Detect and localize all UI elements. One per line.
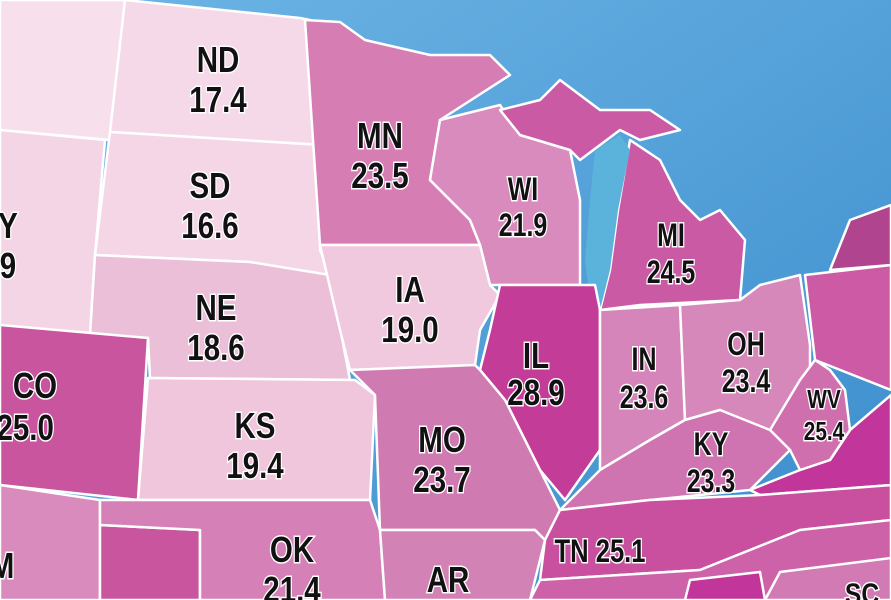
label-wi-value: 21.9	[499, 208, 548, 244]
label-mn-abbr: MN	[357, 115, 403, 155]
label-nd-abbr: ND	[197, 39, 240, 79]
label-mn-value: 23.5	[351, 155, 408, 195]
label-ok-value: 21.4	[263, 569, 321, 600]
label-in-value: 23.6	[620, 380, 669, 416]
label-sd-abbr: SD	[190, 165, 231, 205]
label-ks-abbr: KS	[235, 405, 276, 445]
state-mt[interactable]	[0, 0, 127, 142]
label-oh-abbr: OH	[727, 327, 764, 363]
state-il[interactable]	[478, 283, 602, 502]
label-oh-value: 23.4	[722, 364, 771, 400]
label-ky-value: 23.3	[687, 464, 736, 500]
label-il-abbr: IL	[523, 335, 549, 375]
state-ar[interactable]	[378, 528, 547, 600]
state-nm[interactable]	[0, 483, 102, 600]
state-ia[interactable]	[318, 243, 502, 372]
label-nm-abbr: M	[0, 545, 14, 585]
label-wi-abbr: WI	[508, 172, 538, 208]
label-wv-value: 25.4	[804, 417, 844, 446]
label-ia-value: 19.0	[381, 309, 438, 349]
state-ok[interactable]	[98, 498, 387, 600]
label-ar-abbr: AR	[427, 559, 470, 599]
label-ne-value: 18.6	[187, 327, 244, 367]
state-mi-upper[interactable]	[498, 78, 682, 162]
label-tn: TN 25.1	[554, 534, 645, 569]
label-mi-abbr: MI	[657, 218, 685, 254]
state-ga[interactable]	[683, 570, 767, 600]
label-ky-abbr: KY	[694, 427, 729, 463]
label-ok-abbr: OK	[270, 529, 314, 569]
label-ia-abbr: IA	[395, 269, 425, 309]
state-wv[interactable]	[768, 358, 852, 472]
state-ks[interactable]	[136, 376, 377, 502]
label-co-abbr: CO	[13, 365, 57, 405]
label-in-abbr: IN	[632, 342, 657, 378]
label-nd-value: 17.4	[189, 79, 247, 119]
label-sd-value: 16.6	[181, 205, 238, 245]
label-wv-abbr: WV	[807, 385, 841, 414]
state-sc[interactable]	[763, 556, 891, 600]
state-pa[interactable]	[803, 263, 891, 392]
state-tx[interactable]	[98, 523, 202, 600]
label-mi-value: 24.5	[647, 255, 696, 291]
lake-michigan	[585, 135, 630, 310]
label-sc-abbr: SC	[845, 577, 879, 600]
label-mo-value: 23.7	[413, 459, 470, 499]
label-wy-abbr: Y	[0, 205, 18, 245]
label-co-value: 25.0	[0, 407, 54, 447]
label-wy-value: 9	[0, 245, 16, 285]
label-ne-abbr: NE	[196, 287, 237, 327]
label-mo-abbr: MO	[418, 419, 466, 459]
label-il-value: 28.9	[507, 372, 564, 412]
label-ks-value: 19.4	[226, 445, 284, 485]
